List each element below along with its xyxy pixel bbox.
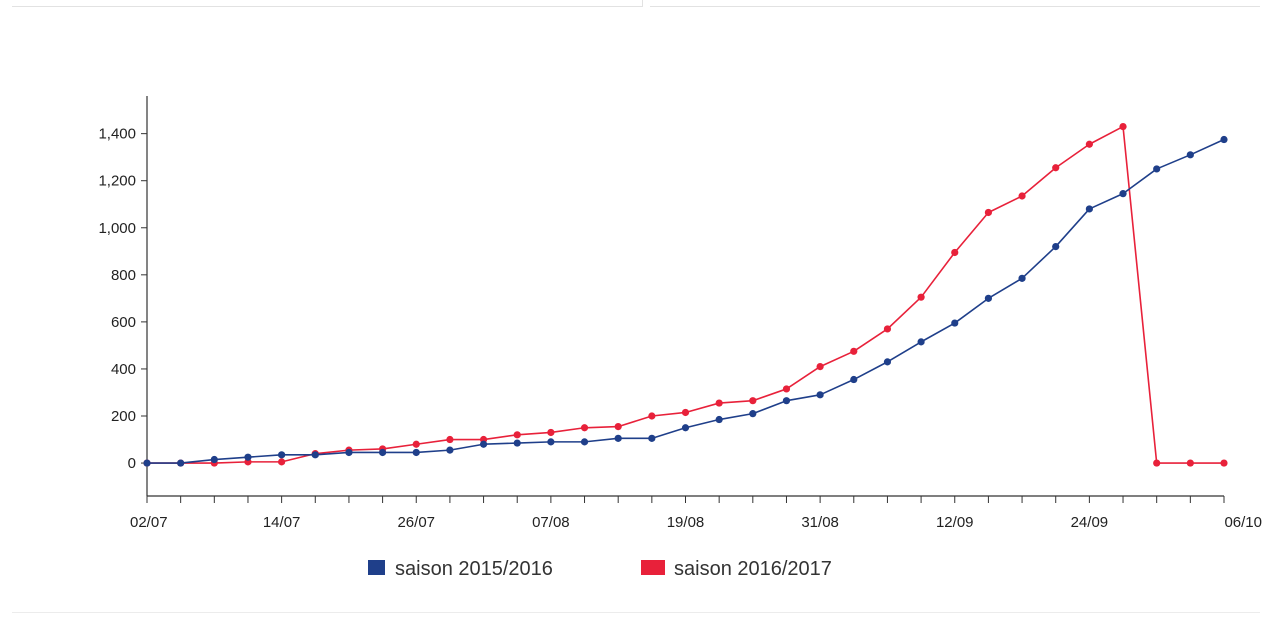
- x-tick-label: 02/07: [130, 514, 168, 531]
- data-point: [547, 438, 555, 446]
- x-tick-label: 31/08: [801, 514, 839, 531]
- data-point: [1052, 242, 1060, 251]
- data-point: [614, 422, 622, 431]
- legend-label: saison 2015/2016: [395, 558, 553, 580]
- data-point: [1119, 122, 1127, 131]
- data-point: [244, 453, 252, 461]
- data-point: [446, 435, 454, 444]
- y-axis: 0 200 400 600 800 1,000 1,200 1,400: [98, 96, 148, 496]
- data-point: [412, 448, 420, 457]
- data-point: [580, 438, 589, 446]
- data-point: [984, 208, 993, 217]
- data-point: [177, 459, 185, 467]
- legend-swatch: [641, 560, 665, 575]
- data-point: [782, 385, 791, 393]
- data-point: [1186, 459, 1194, 467]
- data-point: [951, 319, 959, 327]
- data-point: [749, 410, 757, 418]
- frame-edge-top-right: [650, 0, 1260, 7]
- data-point: [278, 458, 286, 466]
- frame-edge-top-left: [12, 0, 643, 7]
- data-point: [715, 415, 723, 424]
- data-point: [614, 434, 622, 442]
- data-point: [412, 440, 420, 448]
- x-tick-label: 24/09: [1071, 514, 1109, 531]
- data-point: [580, 424, 589, 432]
- data-point: [850, 375, 858, 384]
- data-point: [850, 347, 858, 355]
- y-tick-label: 1,000: [98, 220, 136, 237]
- data-point: [883, 358, 892, 366]
- x-tick-label: 26/07: [397, 514, 435, 531]
- data-point: [278, 451, 286, 459]
- legend-swatch: [368, 560, 385, 575]
- data-point: [1220, 135, 1228, 144]
- data-point: [1220, 459, 1228, 467]
- data-point: [446, 446, 454, 454]
- data-point: [917, 338, 925, 346]
- data-point: [311, 451, 319, 459]
- data-point: [917, 293, 925, 301]
- data-point: [1119, 190, 1127, 198]
- x-tick-label: 14/07: [263, 514, 301, 531]
- data-point: [984, 294, 993, 302]
- x-tick-label: 12/09: [936, 514, 974, 531]
- data-point: [1186, 151, 1194, 159]
- data-point: [816, 391, 824, 399]
- legend-item: saison 2015/2016: [368, 558, 553, 580]
- frame-edge-bottom: [12, 612, 1260, 613]
- x-tick-label: 19/08: [667, 514, 705, 531]
- series-layer: [143, 122, 1228, 467]
- y-tick-label: 600: [111, 314, 136, 331]
- data-point: [1085, 140, 1093, 148]
- data-point: [1153, 459, 1161, 467]
- legend-item: saison 2016/2017: [641, 558, 832, 580]
- data-point: [210, 455, 218, 464]
- legend-label: saison 2016/2017: [674, 558, 832, 580]
- data-point: [1052, 164, 1060, 172]
- x-tick-label: 07/08: [532, 514, 570, 531]
- y-tick-label: 1,400: [98, 126, 136, 143]
- y-tick-label: 0: [128, 455, 136, 472]
- data-point: [378, 448, 387, 457]
- y-tick-label: 1,200: [98, 173, 136, 190]
- y-tick-label: 800: [111, 267, 136, 284]
- data-point: [513, 439, 521, 447]
- data-point: [143, 459, 151, 467]
- series-1: [143, 135, 1228, 467]
- x-axis: 02/07 14/07 26/07 07/08 19/08 31/08 12/09 24/09…: [130, 495, 1262, 531]
- data-point: [547, 428, 555, 437]
- data-point: [816, 362, 824, 371]
- data-point: [345, 448, 353, 457]
- data-point: [782, 397, 791, 405]
- series-2: [143, 122, 1228, 467]
- data-point: [648, 412, 656, 420]
- data-point: [715, 399, 723, 407]
- data-point: [1018, 274, 1026, 282]
- x-tick-label: 06/10: [1224, 514, 1262, 531]
- data-point: [681, 408, 690, 417]
- data-point: [1085, 205, 1093, 213]
- legend: saison 2015/2016 saison 2016/2017: [368, 558, 832, 580]
- data-point: [479, 440, 488, 448]
- data-point: [1018, 192, 1026, 200]
- y-tick-label: 200: [111, 408, 136, 425]
- data-point: [951, 248, 959, 257]
- y-tick-label: 400: [111, 361, 136, 378]
- data-point: [513, 431, 521, 439]
- data-point: [749, 397, 757, 405]
- data-point: [648, 434, 656, 442]
- data-point: [883, 325, 892, 333]
- data-point: [681, 424, 690, 432]
- data-point: [1153, 165, 1161, 173]
